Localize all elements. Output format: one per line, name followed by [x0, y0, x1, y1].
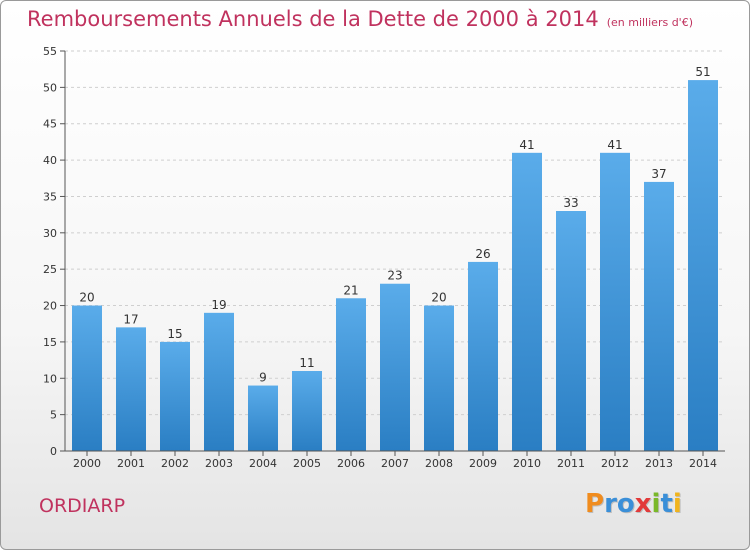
x-tick-label-2002: 2002: [161, 457, 189, 470]
bar-2010: [512, 152, 542, 451]
bar-2007: [380, 283, 410, 451]
data-label-2013: 37: [651, 167, 666, 181]
data-label-2011: 33: [563, 196, 578, 210]
x-tick-label-2014: 2014: [689, 457, 717, 470]
y-tick-label: 35: [43, 190, 57, 203]
y-tick-label: 5: [50, 409, 57, 422]
bar-2004: [248, 385, 278, 451]
proxiti-logo: Proxiti: [585, 489, 682, 519]
logo-letter: x: [634, 489, 652, 519]
bar-2009: [468, 261, 498, 451]
x-tick-label-2012: 2012: [601, 457, 629, 470]
bar-2013: [644, 181, 674, 451]
data-label-2002: 15: [167, 327, 182, 341]
bars: 20 17 15 19 9 11 21 23 20 26 41 33 41 37 51: [72, 65, 718, 451]
x-tick-label-2008: 2008: [425, 457, 453, 470]
data-label-2007: 23: [387, 269, 402, 283]
chart-title: Remboursements Annuels de la Dette de 20…: [27, 7, 693, 31]
data-label-2010: 41: [519, 138, 534, 152]
logo-letter: r: [604, 489, 617, 519]
bar-2005: [292, 371, 322, 451]
y-tick-label: 50: [43, 81, 57, 94]
x-tick-label-2011: 2011: [557, 457, 585, 470]
x-tick-label-2001: 2001: [117, 457, 145, 470]
data-label-2003: 19: [211, 298, 226, 312]
y-tick-label: 45: [43, 118, 57, 131]
bar-2003: [204, 312, 234, 451]
data-label-2006: 21: [343, 283, 358, 297]
data-label-2004: 9: [259, 371, 267, 385]
bar-2012: [600, 152, 630, 451]
x-tick-label-2009: 2009: [469, 457, 497, 470]
logo-letter: P: [585, 489, 605, 519]
y-tick-label: 55: [43, 45, 57, 58]
y-tick-label: 25: [43, 263, 57, 276]
logo-letter: t: [660, 489, 673, 519]
logo-letter: i: [651, 489, 661, 519]
y-tick-label: 0: [50, 445, 57, 458]
x-tick-label-2000: 2000: [73, 457, 101, 470]
bar-2008: [424, 305, 454, 451]
data-label-2014: 51: [695, 65, 710, 79]
bar-2000: [72, 305, 102, 451]
logo-letter: i: [672, 489, 682, 519]
bar-2014: [688, 80, 718, 451]
axes: 0 5 10 15 20 25 30 35 40 45 50 55 2000 2001 2002 2003 20…: [43, 45, 725, 470]
data-label-2012: 41: [607, 138, 622, 152]
data-label-2000: 20: [79, 291, 94, 305]
x-tick-label-2004: 2004: [249, 457, 277, 470]
x-tick-label-2007: 2007: [381, 457, 409, 470]
y-tick-label: 10: [43, 372, 57, 385]
x-tick-label-2003: 2003: [205, 457, 233, 470]
bar-2011: [556, 211, 586, 451]
data-label-2009: 26: [475, 247, 490, 261]
data-label-2001: 17: [123, 312, 138, 326]
x-tick-label-2005: 2005: [293, 457, 321, 470]
x-tick-label-2013: 2013: [645, 457, 673, 470]
chart-subtitle: (en milliers d'€): [606, 16, 693, 29]
y-tick-label: 40: [43, 154, 57, 167]
bar-2001: [116, 327, 146, 451]
x-tick-label-2010: 2010: [513, 457, 541, 470]
x-tick-label-2006: 2006: [337, 457, 365, 470]
commune-name: ORDIARP: [39, 495, 126, 517]
y-tick-label: 30: [43, 227, 57, 240]
y-tick-label: 15: [43, 336, 57, 349]
bar-2002: [160, 341, 190, 451]
bar-2006: [336, 298, 366, 451]
y-tick-label: 20: [43, 300, 57, 313]
logo-letter: o: [616, 489, 635, 519]
data-label-2008: 20: [431, 291, 446, 305]
data-label-2005: 11: [299, 356, 314, 370]
chart-title-text: Remboursements Annuels de la Dette de 20…: [27, 7, 599, 31]
